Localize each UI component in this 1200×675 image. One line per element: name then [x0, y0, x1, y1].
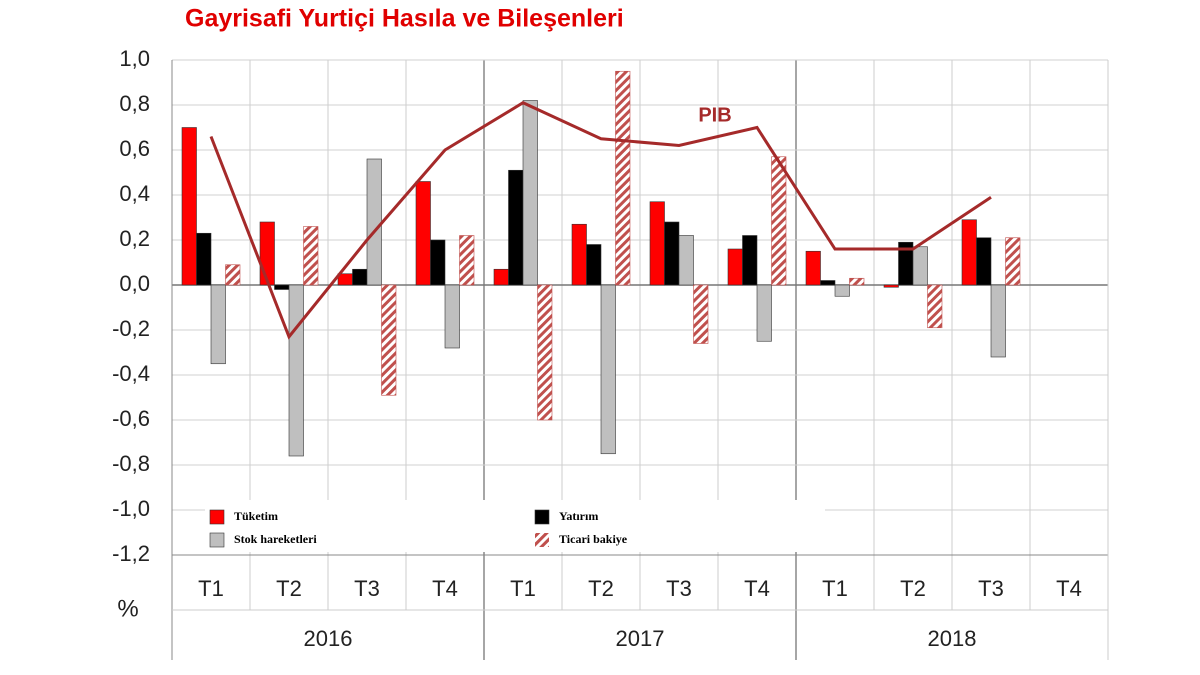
legend-swatch: [534, 509, 550, 525]
legend-swatch: [535, 533, 549, 547]
bar: [493, 268, 509, 286]
bar: [600, 284, 616, 455]
bar: [771, 156, 787, 286]
bar: [225, 264, 241, 286]
x-tick-label: T4: [1056, 576, 1082, 601]
bar: [522, 100, 538, 286]
y-tick-label: -1,0: [112, 496, 150, 521]
x-tick-label: T1: [198, 576, 224, 601]
bar: [537, 284, 553, 421]
legend-swatch: [209, 509, 225, 525]
x-tick-label: T2: [900, 576, 926, 601]
bar: [615, 70, 631, 286]
bar: [415, 181, 431, 286]
legend-label: Tüketim: [234, 509, 278, 523]
bar: [961, 219, 977, 286]
y-tick-label: -0,2: [112, 316, 150, 341]
bar: [693, 284, 709, 344]
bar: [649, 201, 665, 286]
bar: [976, 237, 992, 286]
x-tick-label: T4: [744, 576, 770, 601]
group-label: 2017: [616, 626, 665, 651]
y-tick-label: 0,2: [119, 226, 150, 251]
bar: [664, 221, 680, 286]
legend-swatch: [209, 532, 225, 548]
x-tick-label: T3: [978, 576, 1004, 601]
y-tick-label: -0,4: [112, 361, 150, 386]
x-tick-label: T3: [666, 576, 692, 601]
line: [209, 101, 992, 340]
bar: [849, 277, 865, 286]
bar: [727, 248, 743, 286]
y-tick-label: -0,8: [112, 451, 150, 476]
bar: [927, 284, 943, 329]
y-tick-label: -0,6: [112, 406, 150, 431]
bar: [742, 235, 758, 286]
line-label: PIB: [698, 104, 731, 126]
bar: [586, 244, 602, 286]
y-tick-label: 0,4: [119, 181, 150, 206]
x-tick-label: T3: [354, 576, 380, 601]
bar: [444, 284, 460, 349]
bar: [259, 221, 275, 286]
bar: [883, 284, 899, 288]
bar: [834, 284, 850, 297]
legend-label: Stok hareketleri: [234, 532, 317, 546]
bar: [210, 284, 226, 365]
legend-label: Ticari bakiye: [559, 532, 628, 546]
y-tick-label: -1,2: [112, 541, 150, 566]
bar: [756, 284, 772, 342]
bar: [805, 250, 821, 286]
y-axis-label: %: [117, 595, 138, 622]
bar: [274, 284, 290, 290]
group-label: 2018: [928, 626, 977, 651]
legend-label: Yatırım: [559, 509, 598, 523]
bar: [678, 235, 694, 286]
bar: [366, 158, 382, 286]
x-tick-label: T1: [822, 576, 848, 601]
group-label: 2016: [304, 626, 353, 651]
bar: [459, 235, 475, 286]
bar: [990, 284, 1006, 358]
bar: [430, 239, 446, 286]
bar: [508, 169, 524, 286]
bar: [288, 284, 304, 457]
bar: [912, 246, 928, 286]
bar: [820, 280, 836, 286]
bar: [303, 226, 319, 286]
x-tick-label: T1: [510, 576, 536, 601]
chart-title: Gayrisafi Yurtiçi Hasıla ve Bileşenleri: [185, 5, 624, 33]
bar: [181, 127, 197, 286]
bar: [1005, 237, 1021, 286]
bar: [381, 284, 397, 396]
y-tick-label: 1,0: [119, 46, 150, 71]
legend-box: [205, 500, 825, 552]
bar: [571, 223, 587, 286]
x-tick-label: T2: [276, 576, 302, 601]
y-tick-label: 0,0: [119, 271, 150, 296]
bar: [196, 232, 212, 286]
bar: [352, 268, 368, 286]
x-tick-label: T4: [432, 576, 458, 601]
x-tick-label: T2: [588, 576, 614, 601]
y-tick-label: 0,6: [119, 136, 150, 161]
y-tick-label: 0,8: [119, 91, 150, 116]
